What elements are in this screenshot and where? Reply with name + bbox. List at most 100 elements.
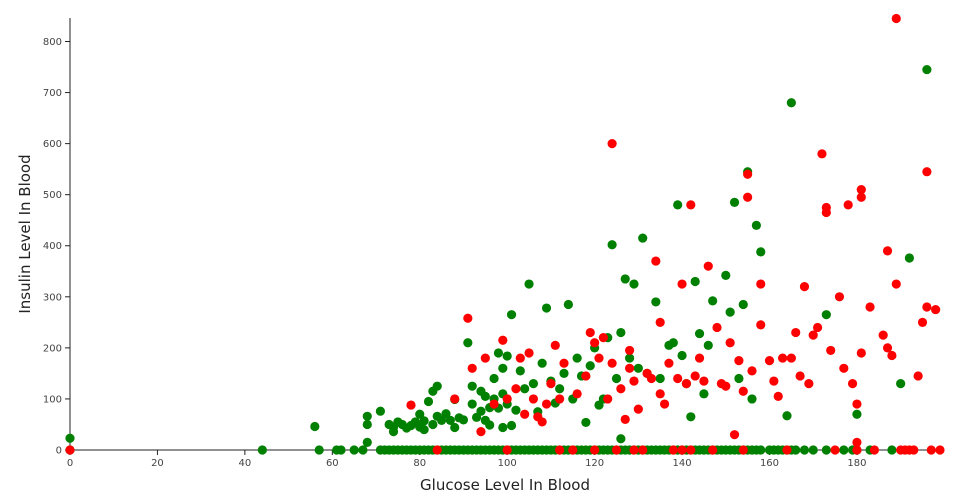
red-point xyxy=(528,394,539,404)
red-point xyxy=(826,345,836,356)
green-point xyxy=(887,445,897,455)
y-tick-label: 700 xyxy=(43,88,62,99)
x-tick-label: 180 xyxy=(847,458,866,469)
red-point xyxy=(778,353,788,363)
red-point xyxy=(616,384,626,394)
red-point xyxy=(686,200,696,210)
y-tick-label: 300 xyxy=(43,292,62,303)
green-point xyxy=(419,424,429,435)
red-point xyxy=(931,304,941,315)
red-point xyxy=(786,353,796,363)
red-point xyxy=(651,256,661,266)
red-point xyxy=(677,279,687,289)
red-point xyxy=(764,356,775,366)
y-axis-title: Insulin Level In Blood xyxy=(16,154,34,313)
red-point xyxy=(917,317,928,327)
green-point xyxy=(791,445,801,455)
red-point xyxy=(555,445,565,455)
x-tick-label: 140 xyxy=(673,458,692,469)
red-point xyxy=(830,445,840,455)
green-point xyxy=(515,366,525,376)
red-point xyxy=(629,376,639,386)
red-point xyxy=(607,139,617,149)
green-point xyxy=(703,340,713,350)
green-point xyxy=(572,353,582,363)
red-point xyxy=(681,379,692,389)
green-point xyxy=(493,348,504,358)
green-point xyxy=(563,299,573,310)
green-point xyxy=(537,358,547,368)
red-point xyxy=(913,371,923,381)
green-point xyxy=(362,411,372,421)
red-point xyxy=(869,445,880,455)
green-point xyxy=(506,310,517,320)
y-tick-label: 500 xyxy=(43,190,62,201)
green-point xyxy=(445,415,455,425)
green-point xyxy=(498,363,508,373)
red-point xyxy=(708,445,718,455)
red-point xyxy=(747,366,757,376)
red-point xyxy=(856,348,866,358)
green-point xyxy=(699,389,709,399)
green-point xyxy=(511,405,521,415)
green-point xyxy=(747,394,757,404)
red-point xyxy=(756,279,766,289)
y-tick-label: 200 xyxy=(43,343,62,354)
red-point xyxy=(450,394,460,404)
red-point xyxy=(550,340,560,350)
red-point xyxy=(655,317,665,327)
green-point xyxy=(738,299,748,310)
green-point xyxy=(677,350,687,361)
red-point xyxy=(65,445,75,455)
red-point xyxy=(891,13,901,24)
red-point xyxy=(935,445,945,455)
red-point xyxy=(834,292,845,302)
red-point xyxy=(690,371,700,381)
green-point xyxy=(502,351,512,361)
x-tick-label: 40 xyxy=(239,458,252,469)
red-point xyxy=(590,338,600,348)
red-point xyxy=(598,333,608,343)
green-point xyxy=(581,417,591,428)
red-point xyxy=(489,399,499,409)
green-point xyxy=(415,409,425,419)
red-point xyxy=(878,330,888,340)
red-point xyxy=(520,409,530,419)
red-point xyxy=(555,394,565,404)
green-point xyxy=(375,406,386,416)
red-point xyxy=(502,445,512,455)
red-point xyxy=(498,335,508,345)
green-point xyxy=(541,303,552,313)
green-point xyxy=(257,445,267,455)
green-point xyxy=(463,338,473,348)
red-point xyxy=(594,353,604,363)
green-point xyxy=(782,411,792,421)
red-point xyxy=(887,350,897,361)
green-point xyxy=(310,421,320,432)
red-point xyxy=(926,445,936,455)
red-point xyxy=(852,437,862,447)
green-point xyxy=(480,391,490,401)
red-point xyxy=(463,313,473,323)
red-point xyxy=(524,348,534,358)
red-point xyxy=(843,200,853,210)
red-point xyxy=(638,445,648,455)
red-point xyxy=(673,373,683,384)
green-point xyxy=(633,363,643,373)
y-tick-label: 800 xyxy=(43,37,62,48)
red-point xyxy=(725,338,735,348)
green-point xyxy=(729,197,740,207)
red-point xyxy=(480,353,490,363)
red-point xyxy=(659,399,670,409)
red-point xyxy=(817,149,827,159)
x-tick-label: 60 xyxy=(326,458,339,469)
green-point xyxy=(694,328,705,339)
red-point xyxy=(629,445,639,455)
green-point xyxy=(756,445,766,455)
green-point xyxy=(896,379,906,389)
red-point xyxy=(791,327,801,338)
red-point xyxy=(664,358,674,368)
green-point xyxy=(467,399,477,409)
red-point xyxy=(773,391,783,401)
